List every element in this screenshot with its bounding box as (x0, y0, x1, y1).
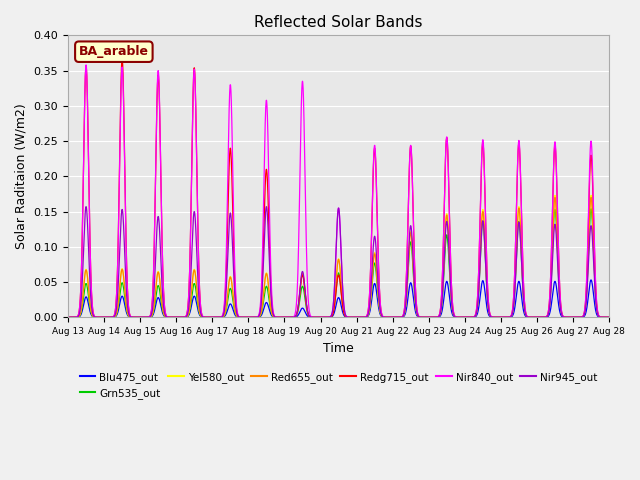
Redg715_out (482, 229, 490, 235)
Yel580_out (482, 252, 490, 258)
Text: BA_arable: BA_arable (79, 45, 149, 58)
Red655_out (518, 270, 526, 276)
Grn535_out (482, 259, 490, 265)
Grn535_out (182, 314, 190, 320)
Yel580_out (635, 314, 640, 320)
Nir840_out (482, 220, 490, 226)
Redg715_out (519, 257, 527, 263)
Yel580_out (623, 191, 631, 197)
Legend: Blu475_out, Grn535_out, Yel580_out, Red655_out, Redg715_out, Nir840_out, Nir945_: Blu475_out, Grn535_out, Yel580_out, Red6… (76, 368, 602, 403)
Blu475_out (431, 314, 438, 320)
Line: Grn535_out: Grn535_out (68, 207, 640, 317)
Nir840_out (82, 62, 90, 68)
Nir840_out (553, 192, 561, 197)
Red655_out (482, 253, 490, 259)
Blu475_out (635, 314, 640, 320)
Y-axis label: Solar Raditaion (W/m2): Solar Raditaion (W/m2) (15, 104, 28, 249)
Blu475_out (553, 288, 561, 294)
Red655_out (553, 226, 561, 231)
Redg715_out (64, 314, 72, 320)
Nir840_out (64, 314, 72, 320)
Nir945_out (635, 314, 640, 320)
Line: Redg715_out: Redg715_out (68, 59, 640, 317)
Title: Reflected Solar Bands: Reflected Solar Bands (254, 15, 423, 30)
Grn535_out (623, 204, 631, 210)
Blu475_out (182, 314, 190, 320)
Nir840_out (182, 312, 190, 318)
Grn535_out (431, 314, 438, 320)
Nir945_out (553, 250, 561, 255)
Red655_out (623, 193, 631, 199)
Redg715_out (635, 314, 640, 320)
Line: Nir945_out: Nir945_out (68, 206, 640, 317)
Blu475_out (518, 300, 526, 306)
Grn535_out (64, 314, 72, 320)
Red655_out (635, 314, 640, 320)
Redg715_out (554, 202, 561, 207)
Redg715_out (118, 56, 126, 61)
Nir840_out (431, 314, 438, 320)
Grn535_out (518, 276, 526, 281)
Nir945_out (482, 263, 490, 269)
Nir945_out (518, 279, 526, 285)
Red655_out (431, 314, 438, 320)
Nir840_out (635, 314, 640, 320)
Nir945_out (431, 314, 438, 320)
Blu475_out (64, 314, 72, 320)
Redg715_out (182, 312, 190, 318)
Red655_out (182, 314, 190, 320)
Line: Blu475_out: Blu475_out (68, 279, 640, 317)
Grn535_out (635, 314, 640, 320)
Redg715_out (431, 314, 439, 320)
Nir945_out (82, 204, 90, 209)
Yel580_out (64, 314, 72, 320)
Nir840_out (518, 249, 526, 255)
Nir945_out (64, 314, 72, 320)
Line: Nir840_out: Nir840_out (68, 65, 640, 317)
X-axis label: Time: Time (323, 342, 354, 355)
Redg715_out (317, 314, 324, 320)
Grn535_out (553, 235, 561, 240)
Nir945_out (182, 313, 190, 319)
Blu475_out (482, 293, 490, 299)
Yel580_out (431, 314, 438, 320)
Red655_out (64, 314, 72, 320)
Line: Yel580_out: Yel580_out (68, 194, 640, 317)
Yel580_out (518, 269, 526, 275)
Yel580_out (553, 224, 561, 230)
Blu475_out (623, 276, 631, 282)
Yel580_out (182, 314, 190, 320)
Line: Red655_out: Red655_out (68, 196, 640, 317)
